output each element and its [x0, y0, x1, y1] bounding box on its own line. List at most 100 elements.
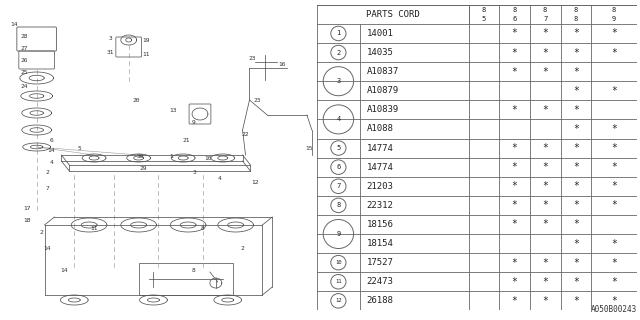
Text: *: *	[542, 28, 548, 38]
Text: *: *	[573, 124, 579, 134]
Text: *: *	[573, 181, 579, 191]
Text: *: *	[573, 28, 579, 38]
Text: *: *	[511, 277, 517, 287]
Text: 7: 7	[336, 183, 340, 189]
Text: 2: 2	[241, 245, 244, 251]
Text: *: *	[542, 200, 548, 210]
Text: 18156: 18156	[366, 220, 393, 229]
Text: *: *	[542, 277, 548, 287]
Text: 14: 14	[44, 245, 51, 251]
Text: 10: 10	[335, 260, 342, 265]
Text: 5: 5	[77, 146, 81, 150]
Text: 11: 11	[335, 279, 342, 284]
Text: PARTS CORD: PARTS CORD	[366, 10, 420, 19]
Text: *: *	[611, 86, 617, 96]
Text: 6: 6	[50, 138, 53, 142]
Text: *: *	[542, 162, 548, 172]
Text: *: *	[573, 200, 579, 210]
Text: *: *	[573, 238, 579, 249]
Text: *: *	[611, 296, 617, 306]
Text: 2: 2	[45, 170, 49, 174]
Text: 28: 28	[20, 34, 28, 38]
Text: *: *	[542, 296, 548, 306]
Text: *: *	[573, 258, 579, 268]
Text: 8: 8	[574, 16, 578, 22]
Text: 7: 7	[543, 16, 547, 22]
Text: 12: 12	[335, 298, 342, 303]
Text: 18: 18	[23, 218, 31, 222]
Text: 13: 13	[170, 108, 177, 113]
Text: *: *	[611, 181, 617, 191]
Text: 11: 11	[143, 52, 150, 58]
Text: 11: 11	[90, 226, 98, 230]
Text: 23: 23	[249, 55, 256, 60]
Text: 1: 1	[170, 155, 173, 159]
Text: 8: 8	[336, 202, 340, 208]
Text: 1: 1	[336, 30, 340, 36]
Text: *: *	[573, 277, 579, 287]
Text: *: *	[611, 162, 617, 172]
Text: *: *	[611, 200, 617, 210]
Text: *: *	[542, 258, 548, 268]
Text: *: *	[573, 296, 579, 306]
Text: 6: 6	[336, 164, 340, 170]
Text: *: *	[573, 162, 579, 172]
Text: 21: 21	[182, 138, 190, 142]
Text: A10837: A10837	[366, 67, 399, 76]
Text: 14774: 14774	[366, 144, 393, 153]
Text: A10879: A10879	[366, 86, 399, 95]
Text: 17527: 17527	[366, 258, 393, 267]
Text: *: *	[573, 86, 579, 96]
Text: 16: 16	[278, 62, 286, 68]
Text: 14: 14	[10, 22, 18, 28]
Text: A050B00243: A050B00243	[591, 305, 637, 314]
Text: 6: 6	[512, 16, 516, 22]
Text: 26188: 26188	[366, 296, 393, 305]
Text: 17: 17	[23, 205, 31, 211]
Text: 18154: 18154	[366, 239, 393, 248]
Text: 23: 23	[253, 98, 261, 102]
Text: 3: 3	[336, 78, 340, 84]
Text: 5: 5	[482, 16, 486, 22]
Text: 8: 8	[482, 7, 486, 13]
Text: 8: 8	[612, 7, 616, 13]
Text: 5: 5	[336, 145, 340, 151]
Text: 14: 14	[61, 268, 68, 273]
Text: *: *	[542, 220, 548, 229]
Text: 9: 9	[612, 16, 616, 22]
Text: 4: 4	[50, 159, 53, 164]
Text: 10: 10	[204, 156, 212, 161]
Text: 30: 30	[137, 155, 145, 159]
Text: 14035: 14035	[366, 48, 393, 57]
Text: *: *	[573, 105, 579, 115]
Text: 19: 19	[143, 37, 150, 43]
Text: *: *	[511, 105, 517, 115]
Text: 12: 12	[252, 180, 259, 186]
Text: *: *	[511, 258, 517, 268]
Text: *: *	[511, 220, 517, 229]
Text: *: *	[511, 296, 517, 306]
Text: 27: 27	[20, 45, 28, 51]
Text: *: *	[573, 67, 579, 77]
Text: *: *	[573, 220, 579, 229]
Text: *: *	[542, 181, 548, 191]
Text: 24: 24	[20, 84, 28, 89]
Text: *: *	[511, 162, 517, 172]
Text: 8: 8	[543, 7, 547, 13]
Text: *: *	[542, 67, 548, 77]
Text: 9: 9	[191, 119, 195, 124]
Text: 26: 26	[20, 58, 28, 62]
Text: 7: 7	[45, 186, 49, 190]
Text: *: *	[573, 143, 579, 153]
Text: *: *	[542, 143, 548, 153]
Text: 2: 2	[40, 230, 44, 236]
Text: 29: 29	[140, 165, 147, 171]
Text: *: *	[511, 181, 517, 191]
Text: *: *	[611, 28, 617, 38]
Text: *: *	[611, 277, 617, 287]
Text: 3: 3	[109, 36, 113, 41]
Text: 22: 22	[242, 132, 249, 138]
Text: 3: 3	[192, 170, 196, 174]
Text: *: *	[511, 143, 517, 153]
Text: 14001: 14001	[366, 29, 393, 38]
